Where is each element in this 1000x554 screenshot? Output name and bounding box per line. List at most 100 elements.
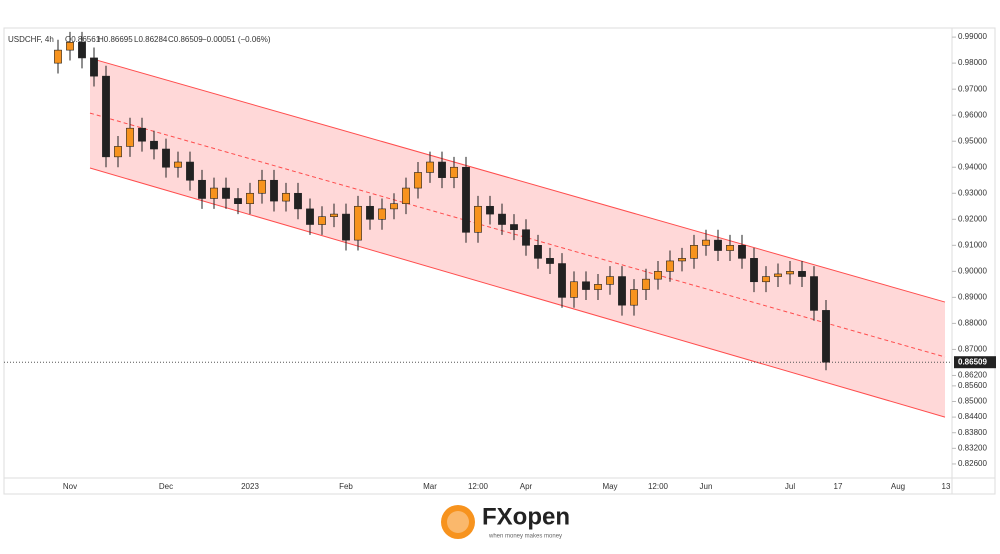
ohlc-high: H0.86695	[98, 35, 133, 44]
x-tick-label: 2023	[241, 482, 259, 491]
y-tick-label: 0.96000	[958, 110, 987, 119]
x-tick-label: May	[602, 482, 617, 491]
y-tick-label: 0.99000	[958, 32, 987, 41]
candle-body	[150, 140, 158, 150]
last-price-label: 0.86509	[958, 357, 987, 366]
candle-body	[414, 172, 422, 189]
last-price-box	[954, 356, 996, 369]
x-tick-label: 12:00	[468, 482, 489, 491]
legend-header: USDCHF, 4h O0.86561 H0.86695 L0.86284 C0…	[8, 35, 271, 44]
candle-body	[54, 49, 62, 64]
candle-body	[294, 192, 302, 210]
candle-body	[630, 289, 638, 306]
candle-body	[594, 284, 602, 290]
candle-body	[798, 271, 806, 277]
candle-body	[234, 198, 242, 204]
y-tick-label: 0.83200	[958, 443, 987, 452]
candle-body	[330, 213, 338, 217]
y-tick-label: 0.98000	[958, 58, 987, 67]
candle-body	[210, 187, 218, 199]
channel-lower	[89, 167, 946, 418]
candle-body	[258, 179, 266, 194]
candle-body	[126, 127, 134, 147]
x-tick-label: Mar	[423, 482, 437, 491]
candle-body	[702, 239, 710, 246]
candle-body	[606, 276, 614, 285]
candle-body	[810, 276, 818, 311]
candle-body	[438, 161, 446, 178]
candle-body	[498, 213, 506, 225]
candle-body	[174, 161, 182, 168]
y-tick-label: 0.86200	[958, 371, 987, 380]
candle-body	[102, 75, 110, 158]
candle-body	[378, 208, 386, 220]
candle-body	[354, 205, 362, 241]
candle-body	[390, 203, 398, 210]
candle-body	[222, 187, 230, 199]
candle-body	[822, 310, 830, 363]
y-tick-label: 0.84400	[958, 412, 987, 421]
ohlc-open: O0.86561	[65, 35, 101, 44]
candle-body	[162, 148, 170, 168]
candle-body	[486, 205, 494, 215]
x-tick-label: Aug	[891, 482, 905, 491]
candle-body	[774, 273, 782, 277]
candle-body	[726, 245, 734, 251]
logo-icon-inner	[447, 511, 469, 533]
x-tick-label: Jul	[785, 482, 795, 491]
candle-body	[138, 127, 146, 142]
candle-body	[186, 161, 194, 181]
ohlc-low: L0.86284	[134, 35, 168, 44]
candle-body	[666, 260, 674, 272]
candle-body	[534, 245, 542, 259]
x-tick-label: Feb	[339, 482, 353, 491]
candle-body	[642, 278, 650, 290]
y-tick-label: 0.93000	[958, 188, 987, 197]
y-tick-label: 0.89000	[958, 292, 987, 301]
channel-fill	[90, 58, 945, 418]
candle-body	[402, 187, 410, 204]
brand: FXopen	[482, 503, 570, 530]
candle-body	[570, 281, 578, 298]
chart-frame	[3, 27, 996, 495]
symbol: USDCHF, 4h	[8, 35, 54, 44]
candle-body	[198, 179, 206, 199]
y-tick-label: 0.90000	[958, 266, 987, 275]
channel-middle	[89, 112, 946, 358]
change: −0.00051 (−0.06%)	[202, 35, 271, 44]
candle-body	[510, 224, 518, 231]
candle-body	[546, 258, 554, 264]
candle-body	[318, 216, 326, 225]
y-tick-label: 0.82600	[958, 459, 987, 468]
logo: FXopen when money makes money	[441, 503, 570, 540]
x-tick-label: Jun	[700, 482, 713, 491]
y-tick-label: 0.97000	[958, 84, 987, 93]
tagline: when money makes money	[488, 534, 562, 540]
candle-body	[426, 161, 434, 173]
x-tick-label: Dec	[159, 482, 173, 491]
candle-body	[582, 281, 590, 290]
candle-body	[762, 276, 770, 283]
candle-body	[474, 205, 482, 233]
candle-body	[654, 271, 662, 280]
candle-body	[714, 239, 722, 251]
logo-icon	[441, 505, 475, 539]
candle-body	[78, 42, 86, 59]
x-tick-label: 17	[834, 482, 843, 491]
candle-body	[738, 245, 746, 259]
y-tick-label: 0.91000	[958, 240, 987, 249]
y-tick-label: 0.88000	[958, 319, 987, 328]
candle-body	[90, 57, 98, 77]
candle-body	[750, 258, 758, 283]
candle-body	[786, 271, 794, 275]
candle-body	[342, 213, 350, 241]
x-tick-label: Nov	[63, 482, 77, 491]
candle-body	[282, 192, 290, 202]
candle-body	[618, 276, 626, 306]
candle-body	[66, 42, 74, 51]
y-tick-label: 0.85000	[958, 397, 987, 406]
y-tick-label: 0.92000	[958, 214, 987, 223]
candle-body	[246, 192, 254, 204]
candle-body	[450, 166, 458, 178]
